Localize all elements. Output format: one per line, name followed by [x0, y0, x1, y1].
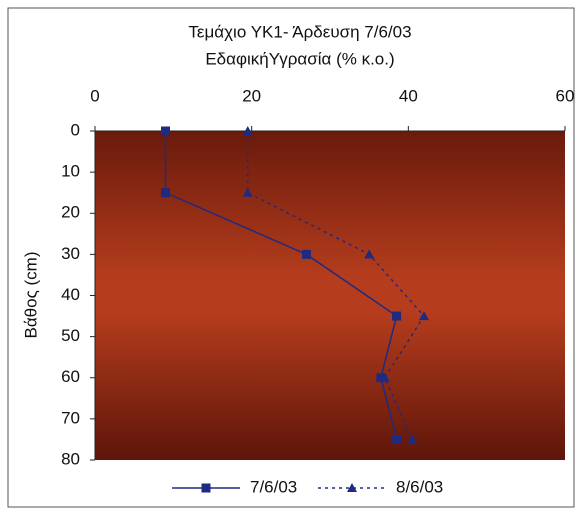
- y-tick-label: 80: [61, 449, 80, 468]
- data-point: [407, 434, 418, 444]
- x-tick-label: 60: [556, 86, 575, 105]
- legend-label: 8/6/03: [396, 477, 443, 496]
- data-point: [242, 126, 253, 135]
- chart-title: Τεμάχιο ΥΚ1- Άρδευση 7/6/03: [188, 22, 411, 41]
- y-tick-label: 50: [61, 326, 80, 345]
- y-axis-label: Βάθος (cm): [21, 252, 40, 339]
- legend-label: 7/6/03: [250, 477, 297, 496]
- data-point: [364, 249, 375, 259]
- data-point: [161, 188, 170, 198]
- data-point: [379, 372, 390, 382]
- y-tick-label: 0: [71, 120, 80, 139]
- data-point: [392, 434, 402, 444]
- data-point: [376, 373, 386, 383]
- x-tick-label: 40: [399, 86, 418, 105]
- data-point: [242, 187, 253, 197]
- y-tick-label: 30: [61, 244, 80, 263]
- legend-marker: [347, 483, 357, 492]
- y-tick-label: 60: [61, 367, 80, 386]
- series-line: [247, 131, 425, 440]
- y-tick-label: 70: [61, 408, 80, 427]
- x-tick-label: 0: [90, 86, 99, 105]
- x-tick-label: 20: [242, 86, 261, 105]
- y-tick-label: 40: [61, 285, 80, 304]
- y-tick-label: 10: [61, 162, 80, 181]
- series-line: [164, 131, 398, 440]
- legend-marker: [201, 483, 211, 493]
- data-point: [419, 311, 429, 321]
- plot-area: [95, 131, 565, 460]
- chart-subtitle: ΕδαφικήΥγρασία (% κ.ο.): [205, 49, 394, 68]
- data-point: [161, 126, 170, 136]
- data-point: [302, 249, 311, 259]
- data-point: [392, 311, 402, 321]
- y-tick-label: 20: [61, 203, 80, 222]
